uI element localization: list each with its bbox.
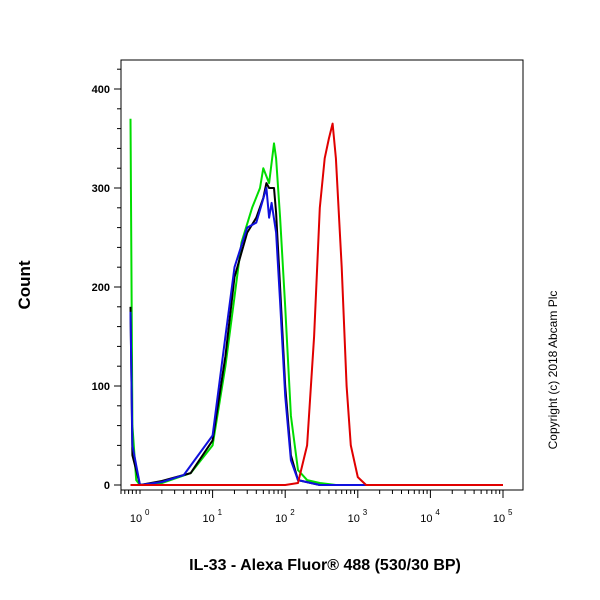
x-tick-exponent: 3 <box>363 508 368 517</box>
x-tick-label: 104 <box>420 508 440 525</box>
x-tick-exponent: 5 <box>508 508 513 517</box>
x-tick-exponent: 1 <box>218 508 223 517</box>
series-line-3 <box>129 187 503 486</box>
y-tick-label: 300 <box>92 183 110 195</box>
x-tick-exponent: 2 <box>290 508 295 517</box>
x-tick-label: 10 1 <box>202 508 222 525</box>
x-tick-base: 10 <box>275 513 287 525</box>
x-tick-exponent: 4 <box>435 508 440 517</box>
y-tick-label: 200 <box>92 282 110 294</box>
x-tick-base: 10 <box>130 513 142 525</box>
x-tick-label: 105 <box>493 508 513 525</box>
y-axis: 0 100 200 300 400 <box>92 60 122 492</box>
x-tick-exponent: 0 <box>145 508 150 517</box>
series-group <box>129 118 503 486</box>
x-tick-label: 102 <box>275 508 295 525</box>
y-axis-title: Count <box>15 260 34 309</box>
x-tick-base: 10 <box>202 513 214 525</box>
y-tick-label: 400 <box>92 84 110 96</box>
series-line-4 <box>130 122 503 486</box>
x-tick-label: 100 <box>130 508 150 525</box>
y-tick-label: 0 <box>104 480 110 492</box>
x-tick-label: 103 <box>348 508 368 525</box>
y-tick-label: 100 <box>92 381 110 393</box>
x-tick-base: 10 <box>493 513 505 525</box>
x-tick-base: 10 <box>348 513 360 525</box>
copyright-annotation: Copyright (c) 2018 Abcam Plc <box>546 291 560 450</box>
x-axis-title: IL-33 - Alexa Fluor® 488 (530/30 BP) <box>189 557 461 574</box>
x-tick-base: 10 <box>420 513 432 525</box>
